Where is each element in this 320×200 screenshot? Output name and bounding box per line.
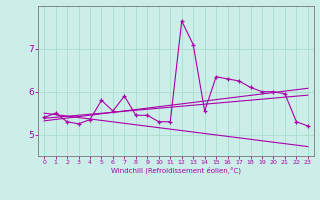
X-axis label: Windchill (Refroidissement éolien,°C): Windchill (Refroidissement éolien,°C) xyxy=(111,167,241,174)
